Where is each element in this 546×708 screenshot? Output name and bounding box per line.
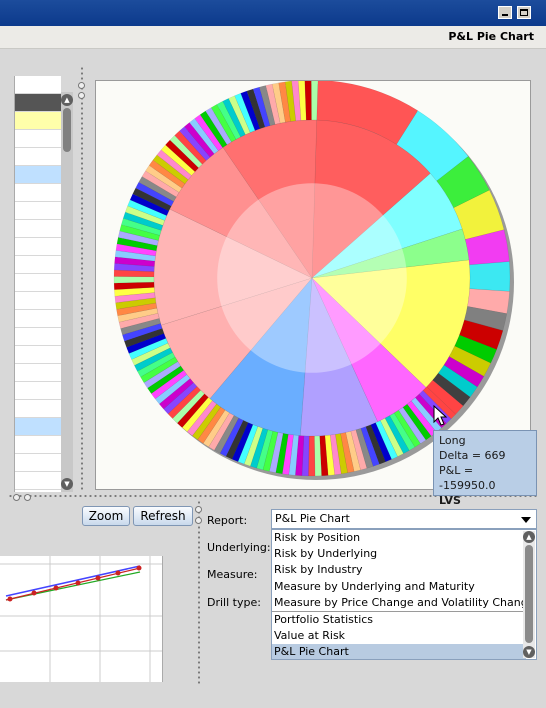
- chevron-down-icon[interactable]: [521, 517, 531, 523]
- list-item[interactable]: Risk by Underlying: [274, 547, 378, 561]
- table-row[interactable]: [15, 220, 61, 238]
- mini-chart-svg: [0, 556, 162, 682]
- splitter-knob-icon[interactable]: [24, 494, 31, 501]
- splitter-knob-icon[interactable]: [78, 92, 85, 99]
- scroll-up-icon[interactable]: ▲: [523, 531, 535, 543]
- table-row[interactable]: [15, 202, 61, 220]
- table-row[interactable]: [15, 400, 61, 418]
- tooltip-side: Long: [439, 434, 466, 447]
- slice-tooltip: Long Delta = 669 P&L = -159950.0 LVS: [433, 430, 537, 507]
- splitter-knob-icon[interactable]: [195, 517, 202, 524]
- maximize-icon[interactable]: [517, 6, 531, 19]
- outer-slice[interactable]: [308, 435, 316, 477]
- table-row[interactable]: [15, 346, 61, 364]
- inner-slice[interactable]: [311, 119, 431, 279]
- report-label: Report:: [207, 514, 248, 527]
- inner-slice[interactable]: [311, 173, 463, 279]
- splitter-vertical-bottom[interactable]: [197, 500, 201, 686]
- dropdown-scrollbar[interactable]: ▲ ▼: [523, 531, 535, 658]
- panel-title: P&L Pie Chart: [448, 30, 534, 43]
- scroll-down-icon[interactable]: ▼: [61, 478, 73, 490]
- inner-slice[interactable]: [300, 277, 378, 437]
- scrollbar-thumb[interactable]: [525, 545, 533, 643]
- minimize-icon[interactable]: [498, 6, 512, 19]
- table-row[interactable]: [15, 436, 61, 454]
- table-row[interactable]: [15, 184, 61, 202]
- scrollbar-thumb[interactable]: [63, 108, 71, 152]
- report-select-value: P&L Pie Chart: [275, 512, 350, 525]
- report-dropdown-list[interactable]: Risk by Position Risk by Underlying Risk b…: [271, 529, 537, 660]
- table-row[interactable]: [15, 274, 61, 292]
- table-row[interactable]: [15, 238, 61, 256]
- table-row[interactable]: [15, 310, 61, 328]
- splitter-horizontal[interactable]: [8, 494, 538, 498]
- inner-slice[interactable]: [169, 147, 313, 279]
- inner-slice[interactable]: [311, 259, 471, 388]
- table-row[interactable]: [15, 292, 61, 310]
- list-item[interactable]: P&L Pie Chart: [272, 644, 526, 659]
- underlying-label: Underlying:: [207, 541, 271, 554]
- inner-slice[interactable]: [311, 228, 470, 279]
- table-row[interactable]: [15, 418, 61, 436]
- pie-chart[interactable]: [96, 79, 530, 489]
- table-row[interactable]: [15, 94, 61, 112]
- drill-type-label: Drill type:: [207, 596, 261, 609]
- list-item[interactable]: Value at Risk: [274, 629, 346, 643]
- list-item[interactable]: Measure by Underlying and Maturity: [274, 579, 475, 593]
- panel-header: P&L Pie Chart: [0, 26, 546, 49]
- splitter-knob-icon[interactable]: [78, 82, 85, 89]
- report-select[interactable]: P&L Pie Chart: [271, 509, 537, 529]
- splitter-knob-icon[interactable]: [195, 506, 202, 513]
- table-row[interactable]: [15, 256, 61, 274]
- table-row[interactable]: [15, 112, 61, 130]
- table-row[interactable]: [15, 166, 61, 184]
- outer-slice[interactable]: [469, 261, 511, 292]
- table-row[interactable]: [15, 472, 61, 490]
- mouse-cursor-icon: [433, 405, 448, 426]
- refresh-button[interactable]: Refresh: [133, 506, 193, 526]
- splitter-knob-icon[interactable]: [13, 494, 20, 501]
- list-item[interactable]: Portfolio Statistics: [272, 610, 526, 628]
- scroll-down-icon[interactable]: ▼: [523, 646, 535, 658]
- left-table: [14, 76, 61, 492]
- inner-slice[interactable]: [311, 277, 427, 422]
- measure-label: Measure:: [207, 568, 258, 581]
- window-titlebar: [0, 0, 546, 26]
- inner-slice[interactable]: [209, 277, 313, 436]
- outer-slice[interactable]: [311, 79, 319, 121]
- inner-slice[interactable]: [222, 119, 317, 279]
- pie-chart-area[interactable]: [95, 79, 531, 490]
- inner-slice[interactable]: [160, 277, 313, 399]
- table-row[interactable]: [15, 76, 61, 94]
- list-item[interactable]: Risk by Industry: [274, 563, 363, 577]
- table-row[interactable]: [15, 382, 61, 400]
- table-row[interactable]: [15, 148, 61, 166]
- zoom-button[interactable]: Zoom: [82, 506, 130, 526]
- table-row[interactable]: [15, 130, 61, 148]
- outer-slice[interactable]: [113, 276, 155, 284]
- scroll-up-icon[interactable]: ▲: [61, 94, 73, 106]
- mini-line-chart: [0, 556, 163, 682]
- splitter-vertical[interactable]: [80, 66, 84, 492]
- list-item[interactable]: Risk by Position: [274, 531, 361, 544]
- table-row[interactable]: [15, 328, 61, 346]
- pie-highlight: [217, 183, 407, 373]
- inner-slice[interactable]: [153, 208, 313, 326]
- tooltip-symbol: LVS: [439, 494, 461, 507]
- tooltip-pnl: P&L = -159950.0: [439, 464, 496, 492]
- tooltip-delta: Delta = 669: [439, 449, 506, 462]
- table-row[interactable]: [15, 364, 61, 382]
- table-row[interactable]: [15, 454, 61, 472]
- list-item[interactable]: Measure by Price Change and Volatility C…: [274, 595, 526, 609]
- left-table-scrollbar[interactable]: ▲ ▼: [61, 92, 73, 492]
